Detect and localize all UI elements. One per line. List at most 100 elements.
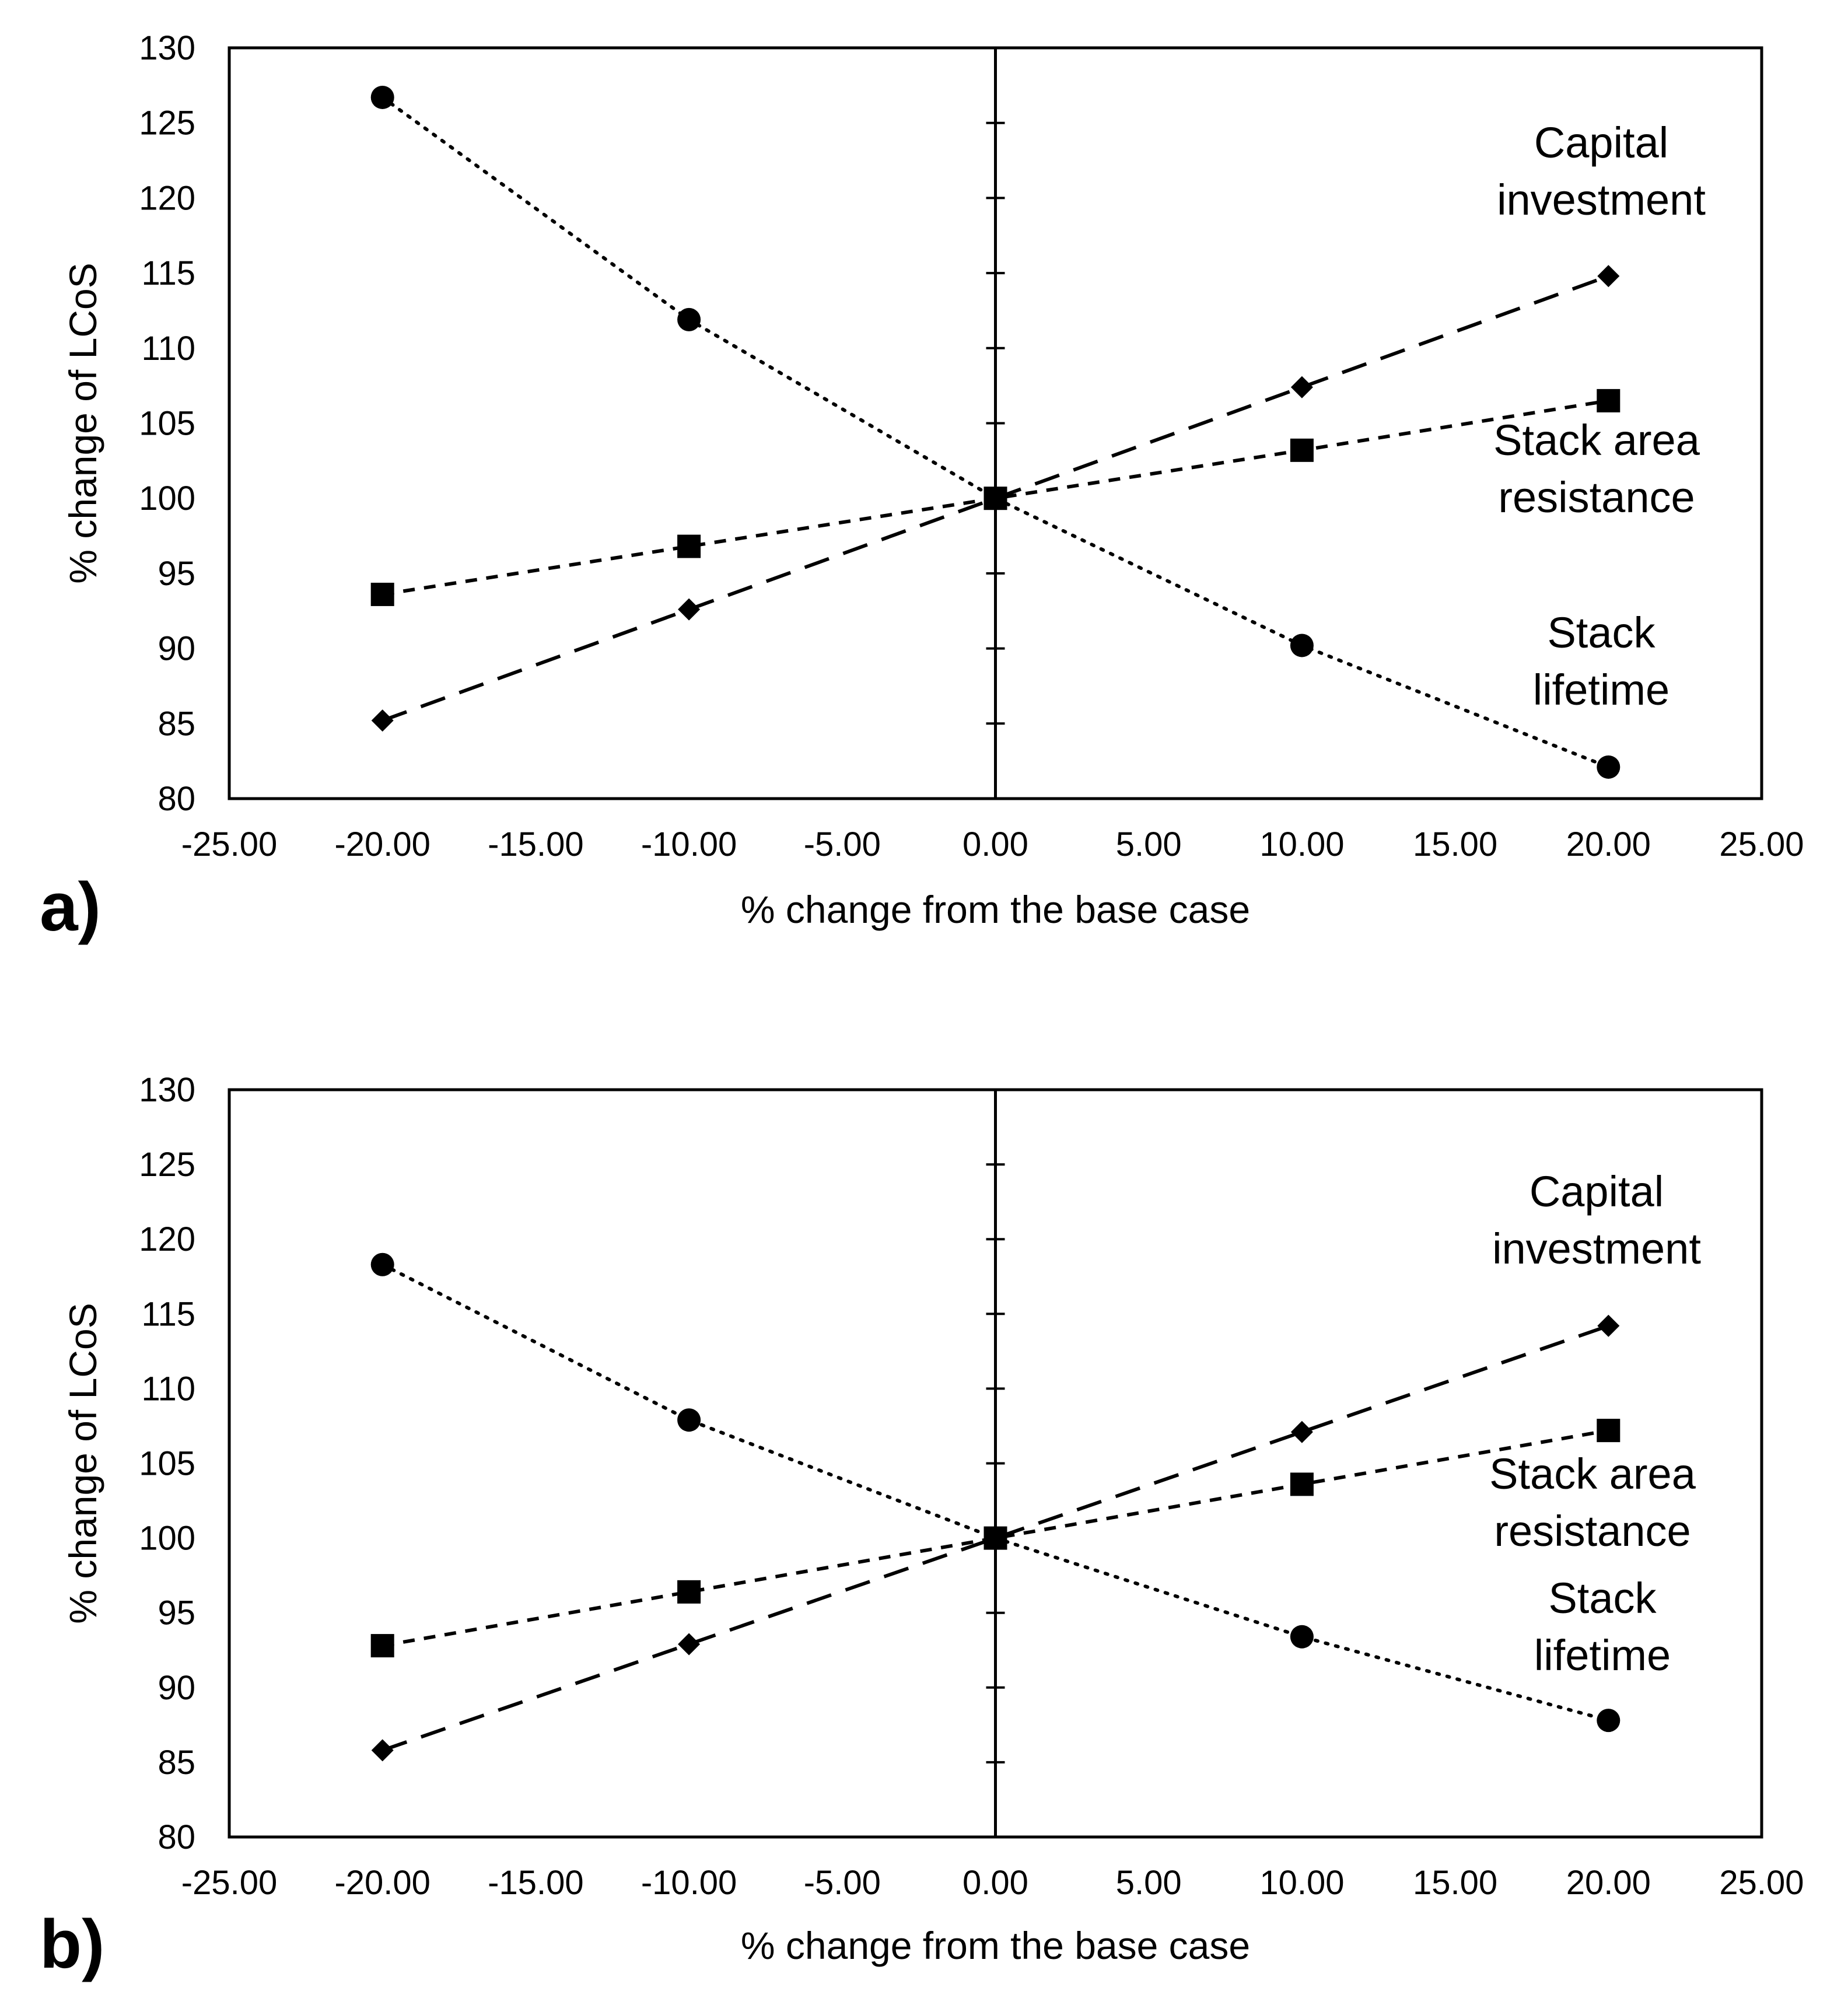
- x-tick-label: -25.00: [181, 1864, 277, 1902]
- y-axis-title: % change of LCoS: [61, 263, 104, 583]
- data-point-circle: [370, 85, 394, 109]
- series-line: [382, 274, 1609, 722]
- y-tick-label: 95: [158, 555, 195, 593]
- x-tick-label: 10.00: [1259, 825, 1344, 863]
- annotation-line: investment: [1497, 176, 1706, 224]
- x-axis-title: % change from the base case: [741, 888, 1250, 931]
- y-tick-label: 110: [142, 1370, 195, 1408]
- x-tick-label: 5.00: [1116, 825, 1182, 863]
- x-tick-label: 15.00: [1413, 1864, 1497, 1902]
- data-point-diamond: [371, 709, 394, 732]
- data-point-diamond: [371, 1739, 394, 1762]
- data-point-square: [677, 1580, 701, 1604]
- panel-label: a): [40, 869, 101, 946]
- y-tick-label: 115: [142, 254, 195, 292]
- annotation-line: Stack area: [1493, 416, 1700, 464]
- x-tick-label: 5.00: [1116, 1864, 1182, 1902]
- annotation-line: Stack area: [1489, 1450, 1696, 1498]
- x-tick-label: -5.00: [804, 1864, 881, 1902]
- x-tick-label: -5.00: [804, 825, 881, 863]
- data-point-circle: [677, 307, 701, 331]
- x-tick-label: -15.00: [488, 1864, 583, 1902]
- data-point-circle: [370, 1252, 394, 1276]
- data-point-circle: [1597, 755, 1620, 779]
- data-point-diamond: [678, 1633, 701, 1656]
- series-square: Stack area resistance: [370, 1419, 1696, 1658]
- series-diamond: Capital investment: [371, 118, 1706, 732]
- y-tick-label: 105: [139, 1445, 195, 1483]
- y-tick-label: 115: [142, 1295, 195, 1333]
- data-point-square: [370, 1634, 394, 1658]
- y-tick-label: 130: [139, 1071, 195, 1109]
- y-tick-label: 125: [139, 104, 195, 142]
- y-tick-label: 100: [139, 1520, 195, 1558]
- x-tick-label: -15.00: [488, 825, 583, 863]
- annotation-line: lifetime: [1533, 666, 1670, 714]
- series-line: [382, 1429, 1609, 1648]
- annotation-line: Stack: [1548, 1574, 1657, 1622]
- y-tick-label: 95: [158, 1594, 195, 1632]
- x-tick-label: 10.00: [1259, 1864, 1344, 1902]
- series-square: Stack area resistance: [370, 389, 1700, 606]
- y-tick-label: 90: [158, 630, 195, 668]
- data-point-square: [984, 487, 1007, 510]
- x-tick-label: 15.00: [1413, 825, 1497, 863]
- y-tick-label: 120: [139, 1220, 195, 1258]
- x-axis-title: % change from the base case: [741, 1924, 1250, 1967]
- panel-label: b): [40, 1906, 104, 1983]
- x-tick-label: -20.00: [334, 825, 430, 863]
- x-tick-label: -10.00: [641, 825, 737, 863]
- x-tick-label: -25.00: [181, 825, 277, 863]
- data-point-square: [370, 582, 394, 606]
- y-tick-label: 80: [158, 780, 195, 818]
- x-tick-label: 25.00: [1719, 1864, 1804, 1902]
- y-tick-label: 80: [158, 1818, 195, 1856]
- y-tick-label: 125: [139, 1146, 195, 1184]
- data-point-square: [1290, 1472, 1314, 1496]
- data-point-circle: [677, 1408, 701, 1432]
- data-point-diamond: [1597, 1314, 1620, 1337]
- x-tick-label: 20.00: [1566, 1864, 1651, 1902]
- data-point-circle: [1290, 634, 1314, 657]
- y-tick-label: 130: [139, 29, 195, 67]
- data-point-square: [677, 534, 701, 558]
- chart-panel-a: 80 85 90 95 100 105 110 115 120 125 130 -25.00 -20.0…: [40, 29, 1804, 946]
- x-tick-label: 0.00: [963, 825, 1028, 863]
- y-axis-title: % change of LCoS: [61, 1303, 104, 1623]
- series-annotation: Capital investment: [1497, 118, 1706, 224]
- data-point-square: [1597, 389, 1620, 412]
- data-point-diamond: [678, 598, 701, 621]
- data-point-diamond: [1290, 376, 1313, 398]
- y-tick-label: 85: [158, 705, 195, 743]
- series-annotation: Stack lifetime: [1534, 1574, 1671, 1679]
- y-tick-label: 120: [139, 179, 195, 217]
- x-tick-label: 0.00: [963, 1864, 1028, 1902]
- annotation-line: lifetime: [1534, 1631, 1671, 1679]
- data-point-diamond: [1290, 1420, 1313, 1443]
- data-point-square: [1597, 1419, 1620, 1443]
- x-tick-label: 20.00: [1566, 825, 1651, 863]
- y-tick-label: 105: [139, 405, 195, 443]
- data-point-circle: [1597, 1709, 1620, 1733]
- data-point-square: [984, 1526, 1007, 1550]
- x-tick-label: -10.00: [641, 1864, 737, 1902]
- series-annotation: Stack lifetime: [1533, 608, 1670, 714]
- x-tick-label: -20.00: [334, 1864, 430, 1902]
- y-tick-label: 110: [142, 330, 195, 368]
- series-annotation: Capital investment: [1492, 1167, 1701, 1273]
- series-circle: Stack lifetime: [370, 85, 1670, 779]
- annotation-line: resistance: [1498, 473, 1695, 522]
- data-point-square: [1290, 438, 1314, 462]
- annotation-line: Capital: [1530, 1167, 1664, 1216]
- series-annotation: Stack area resistance: [1489, 1450, 1696, 1555]
- series-circle: Stack lifetime: [370, 1252, 1671, 1733]
- y-tick-label: 90: [158, 1669, 195, 1707]
- annotation-line: resistance: [1494, 1507, 1690, 1555]
- series-line: [382, 1324, 1609, 1752]
- series-annotation: Stack area resistance: [1493, 416, 1700, 522]
- x-tick-label: 25.00: [1719, 825, 1804, 863]
- chart-panel-b: 80 85 90 95 100 105 110 115 120 125 130 -25.00 -20.0…: [40, 1071, 1804, 1983]
- y-tick-label: 85: [158, 1744, 195, 1782]
- y-tick-label: 100: [139, 480, 195, 517]
